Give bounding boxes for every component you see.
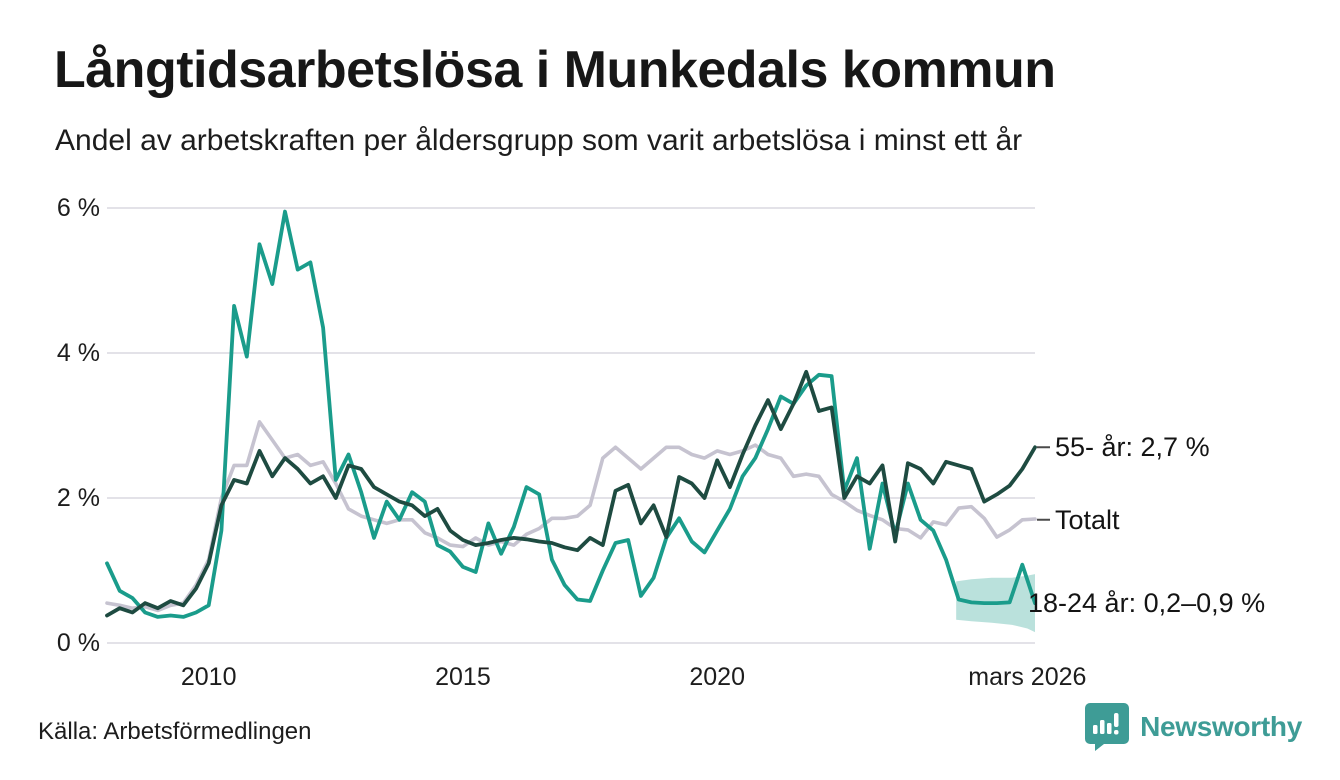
annotation-label: Totalt bbox=[1055, 504, 1120, 535]
source-note: Källa: Arbetsförmedlingen bbox=[38, 718, 312, 745]
y-tick-label: 0 % bbox=[56, 629, 100, 657]
series-line-55--år bbox=[105, 369, 1037, 618]
series-line-18-24-år bbox=[105, 209, 1037, 619]
x-tick-label: 2020 bbox=[689, 663, 745, 691]
newsworthy-wordmark: Newsworthy bbox=[1140, 711, 1302, 742]
annotation-label: 55- år: 2,7 % bbox=[1055, 432, 1210, 463]
newsworthy-bubble-icon bbox=[1085, 703, 1130, 751]
y-tick-label: 6 % bbox=[56, 194, 100, 222]
y-tick-label: 2 % bbox=[56, 484, 100, 512]
x-tick-label: 2010 bbox=[180, 663, 237, 691]
annotation-label: 18-24 år: 0,2–0,9 % bbox=[1028, 588, 1266, 619]
x-tick-label: mars 2026 bbox=[968, 663, 1087, 691]
y-tick-label: 4 % bbox=[56, 339, 100, 367]
chart-subtitle: Andel av arbetskraften per åldersgrupp s… bbox=[55, 124, 1023, 157]
series-line-totalt bbox=[105, 420, 1037, 613]
x-tick-label: 2015 bbox=[435, 663, 491, 691]
newsworthy-logo: Newsworthy bbox=[1084, 702, 1302, 752]
page-title: Långtidsarbetslösa i Munkedals kommun bbox=[54, 41, 1056, 99]
